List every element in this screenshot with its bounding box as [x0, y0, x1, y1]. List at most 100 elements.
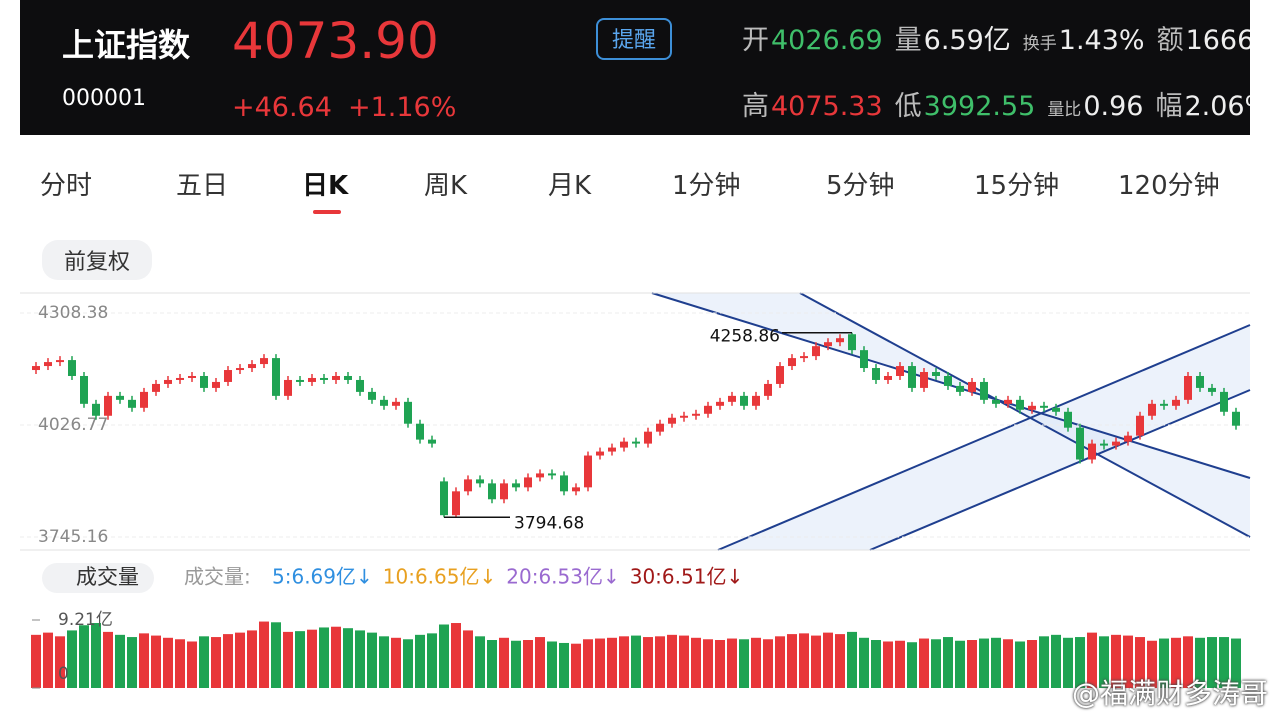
- candle-body: [740, 395, 748, 406]
- volume-bar: [871, 640, 881, 688]
- volume-bar: [1051, 634, 1061, 688]
- volume-bar: [559, 642, 569, 688]
- period-tab[interactable]: 120分钟: [1118, 171, 1220, 201]
- candle-body: [488, 483, 496, 500]
- candle-body: [1076, 427, 1084, 460]
- volume-bar: [595, 638, 605, 688]
- active-tab-indicator: [313, 210, 341, 214]
- volume-bar: [1087, 632, 1097, 688]
- candle-body: [272, 358, 280, 396]
- volume-bar: [115, 634, 125, 688]
- stat-label: 开: [742, 25, 769, 56]
- volume-bar: [703, 639, 713, 688]
- candle-body: [608, 447, 616, 452]
- candle-body: [872, 368, 880, 380]
- volume-bar: [1159, 638, 1169, 688]
- candle-body: [1052, 407, 1060, 412]
- stat-label: 低: [894, 91, 922, 122]
- volume-bar: [1027, 640, 1037, 688]
- candle-body: [860, 350, 868, 369]
- volume-bar: [1063, 637, 1073, 688]
- candle-body: [656, 423, 664, 432]
- stat-value: 4075.33: [771, 91, 883, 122]
- period-tab[interactable]: 日K: [302, 171, 349, 201]
- candle-body: [596, 451, 604, 456]
- stat-label: 量比: [1047, 100, 1082, 120]
- candle-body: [320, 377, 328, 380]
- stat-label: 幅: [1155, 91, 1183, 122]
- volume-bar: [319, 627, 329, 688]
- volume-bar: [463, 630, 473, 688]
- watermark: @福满财多涛哥: [1071, 677, 1268, 710]
- candle-body: [752, 395, 760, 406]
- candle-body: [1064, 411, 1072, 428]
- candle-body: [1004, 399, 1012, 404]
- volume-bar: [1195, 637, 1205, 688]
- candle-body: [284, 379, 292, 396]
- volume-bar: [1003, 639, 1013, 688]
- volume-bar: [775, 636, 785, 688]
- candle-body: [236, 368, 244, 371]
- y-tick-label: 4308.38: [38, 303, 108, 323]
- volume-bar: [283, 631, 293, 688]
- period-tab[interactable]: 分时: [40, 171, 93, 201]
- candle-body: [188, 375, 196, 378]
- candle-body: [788, 358, 796, 367]
- volume-bar: [79, 625, 89, 688]
- volume-bar: [943, 637, 953, 688]
- candle-body: [344, 375, 352, 380]
- candle-body: [1136, 415, 1144, 436]
- candle-body: [104, 395, 112, 416]
- candle-body: [908, 366, 916, 388]
- candle-body: [1028, 405, 1036, 410]
- candle-body: [704, 405, 712, 414]
- stat-value: 2.06%: [1184, 91, 1250, 122]
- volume-bar: [835, 634, 845, 688]
- last-price: 4073.90: [232, 12, 439, 70]
- volume-bar: [1183, 636, 1193, 688]
- volume-bar: [751, 637, 761, 688]
- candle-body: [884, 375, 892, 380]
- volume-bar: [439, 624, 449, 688]
- candle-body: [1112, 441, 1120, 446]
- volume-bar: [1231, 638, 1241, 688]
- period-tab[interactable]: 5分钟: [826, 171, 895, 201]
- candle-body: [164, 379, 172, 384]
- volume-bar: [883, 641, 893, 688]
- candle-body: [92, 403, 100, 416]
- candle-body: [896, 366, 904, 376]
- volume-bar: [535, 637, 545, 688]
- adjust-toggle[interactable]: 前复权: [42, 240, 153, 280]
- ma-label: 10:6.65亿↓: [383, 565, 496, 589]
- period-tab[interactable]: 15分钟: [974, 171, 1060, 201]
- candle-body: [128, 399, 136, 408]
- candle-body: [200, 375, 208, 388]
- candle-body: [32, 366, 40, 371]
- candle-body: [668, 417, 676, 424]
- alert-button[interactable]: 提醒: [596, 18, 672, 60]
- volume-bar: [1207, 637, 1217, 688]
- volume-bar: [223, 634, 233, 688]
- period-tab[interactable]: 五日: [176, 171, 229, 201]
- candle-body: [1016, 399, 1024, 410]
- ma-label: 30:6.51亿↓: [630, 565, 743, 589]
- candle-body: [1100, 443, 1108, 446]
- period-tab[interactable]: 周K: [424, 171, 468, 201]
- volume-bar: [1219, 637, 1229, 688]
- candle-body: [476, 479, 484, 484]
- volume-bar: [475, 636, 485, 688]
- volume-bar: [1075, 637, 1085, 688]
- period-tab[interactable]: 1分钟: [672, 171, 741, 201]
- candle-body: [716, 401, 724, 406]
- volume-bar: [1111, 634, 1121, 688]
- candle-body: [536, 473, 544, 478]
- volume-bar: [679, 635, 689, 688]
- volume-bar: [1135, 637, 1145, 688]
- candle-body: [1160, 403, 1168, 406]
- volume-bar: [1039, 636, 1049, 688]
- candle-body: [728, 395, 736, 402]
- stat-value: 6.59亿: [923, 25, 1011, 56]
- period-tab[interactable]: 月K: [548, 171, 592, 201]
- candle-body: [140, 391, 148, 408]
- volume-bar: [583, 639, 593, 688]
